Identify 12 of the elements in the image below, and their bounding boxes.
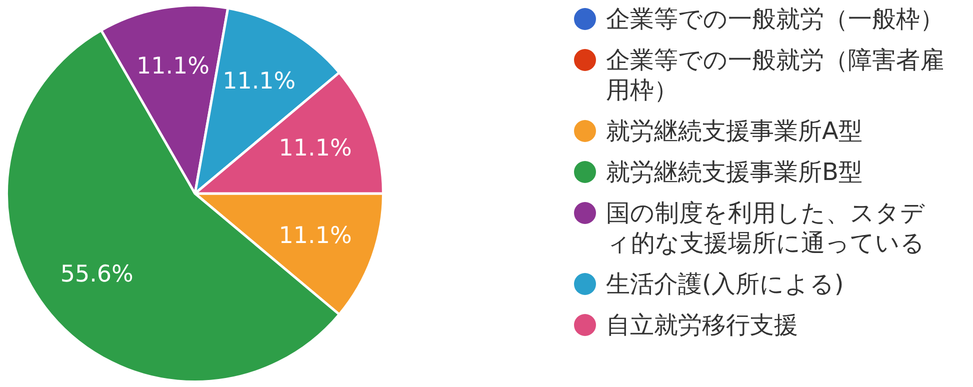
data-label: 11.1% (222, 68, 296, 95)
legend-label: 生活介護(入所による) (606, 269, 844, 299)
data-label: 55.6% (60, 262, 134, 288)
legend-label: 企業等での一般就労（一般枠） (606, 4, 944, 34)
legend-label: 就労継続支援事業所B型 (606, 157, 862, 187)
legend-label: 就労継続支援事業所A型 (606, 116, 862, 146)
legend-label: 国の制度を利用した、スタディ的な支援場所に通っている (606, 198, 926, 258)
legend-label: 企業等での一般就労（障害者雇用枠） (606, 45, 945, 105)
legend-label: 自立就労移行支援 (606, 310, 798, 340)
data-label: 11.1% (278, 223, 352, 250)
data-label: 11.1% (278, 136, 352, 162)
data-label: 11.1% (136, 53, 210, 80)
